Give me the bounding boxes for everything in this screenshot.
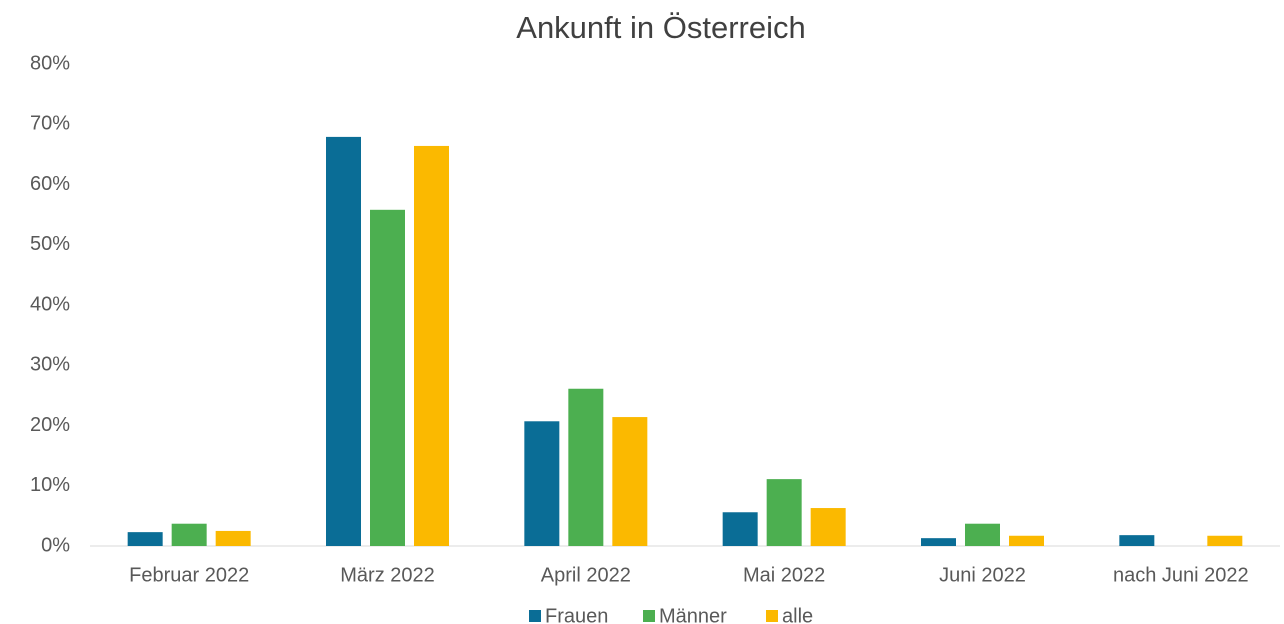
y-tick-label: 50% [30,233,70,255]
y-tick-label: 80% [30,52,70,74]
y-tick-label: 40% [30,293,70,315]
bar [921,538,956,546]
bar [1119,535,1155,546]
y-tick-label: 70% [30,113,70,135]
y-tick-label: 30% [30,354,70,376]
bar [766,479,802,546]
bar [215,530,251,546]
y-tick-label: 60% [30,173,70,195]
x-tick-label: März 2022 [340,564,435,586]
legend-label: Frauen [545,605,608,624]
bar [1207,535,1243,546]
chart-title: Ankunft in Österreich [516,10,805,45]
bar [1009,535,1044,546]
x-tick-label: Juni 2022 [939,564,1026,586]
legend-label: alle [782,605,813,624]
bar [524,421,560,546]
y-tick-label: 10% [30,474,70,496]
bar [414,145,449,546]
bar [171,523,207,546]
bar [370,209,405,546]
legend-swatch [643,610,655,622]
bar [810,508,846,546]
bar [127,532,163,546]
bar [568,388,604,546]
x-tick-label: April 2022 [541,564,631,586]
y-tick-label: 20% [30,414,70,436]
bar [722,512,758,546]
bar [965,523,1000,546]
y-tick-label: 0% [41,534,70,556]
x-tick-label: nach Juni 2022 [1113,564,1249,586]
x-tick-label: Mai 2022 [743,564,825,586]
legend-label: Männer [659,605,727,624]
bar [612,417,648,546]
x-tick-label: Februar 2022 [129,564,249,586]
bar [326,136,361,546]
legend-swatch [529,610,541,622]
legend-swatch [766,610,778,622]
